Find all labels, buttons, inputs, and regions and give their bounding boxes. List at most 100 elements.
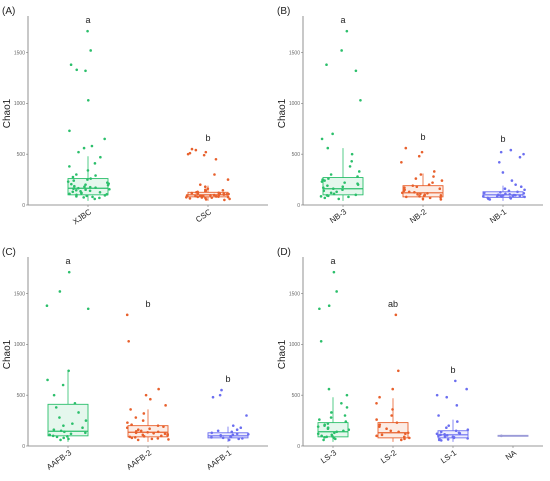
data-point xyxy=(331,132,334,136)
data-point xyxy=(152,431,155,435)
data-point xyxy=(350,152,354,156)
data-point xyxy=(67,270,71,274)
data-point xyxy=(333,437,337,441)
data-point xyxy=(428,196,432,200)
data-point xyxy=(465,387,468,391)
category-label: AAFB-2 xyxy=(125,448,154,472)
data-point xyxy=(343,414,347,417)
data-point xyxy=(156,437,160,440)
data-point xyxy=(156,424,160,427)
data-point xyxy=(77,186,80,190)
significance-label: a xyxy=(330,256,335,266)
data-point xyxy=(354,69,358,73)
y-tick-label: 1500 xyxy=(14,291,25,297)
data-point xyxy=(126,421,129,424)
data-point xyxy=(378,425,381,428)
data-point xyxy=(160,434,163,438)
data-point xyxy=(186,152,190,156)
data-point xyxy=(98,196,101,200)
data-point xyxy=(99,155,102,159)
y-tick-label: 500 xyxy=(17,393,26,399)
data-point xyxy=(518,155,522,159)
y-tick-label: 1500 xyxy=(289,50,300,56)
category-label: LS-1 xyxy=(439,448,458,465)
data-point xyxy=(447,424,451,427)
data-point xyxy=(356,183,360,186)
data-point xyxy=(196,195,200,199)
data-point xyxy=(522,192,526,195)
data-point xyxy=(225,193,229,196)
data-point xyxy=(397,369,400,373)
data-point xyxy=(316,432,320,436)
data-point xyxy=(404,146,408,150)
y-tick-label: 1000 xyxy=(289,342,300,348)
data-point xyxy=(323,196,327,200)
data-point xyxy=(503,187,507,191)
data-point xyxy=(202,153,206,157)
data-point xyxy=(71,422,74,425)
data-point xyxy=(247,433,250,436)
data-point xyxy=(67,437,70,441)
data-point xyxy=(426,192,429,195)
data-point xyxy=(404,195,408,199)
data-point xyxy=(235,432,239,436)
data-point xyxy=(345,29,349,33)
data-point xyxy=(508,193,512,196)
panel-label: (B) xyxy=(277,6,290,17)
data-point xyxy=(435,432,439,436)
data-point xyxy=(500,434,503,438)
data-point xyxy=(228,197,231,201)
data-point xyxy=(71,190,75,194)
data-point xyxy=(320,137,324,141)
data-point xyxy=(497,161,501,164)
data-point xyxy=(237,437,240,441)
category-label: AAFB-3 xyxy=(45,448,74,472)
y-tick-label: 1500 xyxy=(289,291,300,297)
y-tick-label: 1000 xyxy=(14,101,25,107)
data-point xyxy=(326,146,330,150)
significance-label: ab xyxy=(388,299,398,309)
category-label: NA xyxy=(504,448,519,462)
data-point xyxy=(347,195,350,199)
data-point xyxy=(350,159,353,163)
data-point xyxy=(345,406,349,409)
data-point xyxy=(523,188,526,192)
data-point xyxy=(58,290,62,293)
data-point xyxy=(435,393,439,397)
data-point xyxy=(128,435,132,439)
data-point xyxy=(326,422,330,425)
data-point xyxy=(348,165,352,168)
data-point xyxy=(432,170,436,173)
panel-label: (A) xyxy=(2,6,15,17)
data-point xyxy=(214,195,218,198)
category-label: NB-1 xyxy=(488,207,509,225)
y-tick-label: 0 xyxy=(22,203,25,209)
data-point xyxy=(98,190,102,194)
data-point xyxy=(94,186,97,190)
data-point xyxy=(45,304,49,307)
panel-c: (C) Chao1 0 500 1000 1500 a AAFB-3 b AAFB-2 b AAFB-… xyxy=(0,241,275,481)
data-point xyxy=(144,393,148,397)
data-point xyxy=(385,427,388,431)
data-point xyxy=(507,189,511,193)
data-point xyxy=(389,429,393,433)
data-point xyxy=(402,435,406,439)
data-point xyxy=(378,395,381,399)
data-point xyxy=(90,144,94,148)
panel-label: (C) xyxy=(2,247,16,258)
data-point xyxy=(220,388,223,392)
data-point xyxy=(354,193,358,197)
data-point xyxy=(439,196,442,199)
y-axis-label: Chao1 xyxy=(2,98,13,128)
data-point xyxy=(510,179,514,182)
data-point xyxy=(88,189,92,193)
data-point xyxy=(219,434,223,438)
data-point xyxy=(437,434,440,438)
data-point xyxy=(419,192,422,196)
data-point xyxy=(418,195,421,198)
category-label: LS-2 xyxy=(379,448,398,465)
data-point xyxy=(69,63,73,66)
data-point xyxy=(326,184,329,187)
data-point xyxy=(319,195,323,198)
data-point xyxy=(375,418,378,421)
